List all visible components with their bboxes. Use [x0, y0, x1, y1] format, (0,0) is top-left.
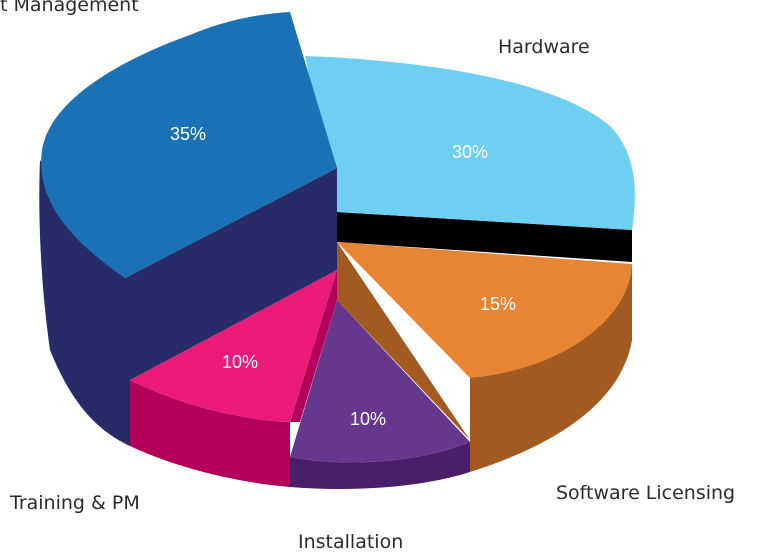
slice-hardware: 30% [305, 56, 635, 262]
legend-label-project-management: t Management [0, 0, 139, 16]
slice-project-management-top-face [41, 12, 338, 278]
legend-label-training-pm: Training & PM [10, 492, 140, 514]
slice-installation-side-face [290, 442, 470, 490]
slice-software-licensing-top-face [337, 242, 632, 378]
slice-project-management: 35% [39, 12, 338, 446]
slice-hardware-top-face [305, 56, 635, 230]
slice-training-pm-side-face [130, 380, 290, 487]
slice-installation-top-face [290, 300, 470, 463]
slice-training-pm-top-face [130, 270, 337, 422]
legend-label-software-licensing: Software Licensing [556, 482, 736, 504]
slice-software-licensing-side-face [337, 242, 632, 472]
slice-training-pm-value-label: 10% [222, 352, 258, 372]
slice-project-management-value-label: 35% [170, 124, 206, 144]
legend-label-installation: Installation [298, 531, 404, 553]
slice-hardware-side-face [337, 212, 632, 262]
slice-software-licensing-value-label: 15% [480, 294, 516, 314]
legend-label-hardware: Hardware [498, 36, 590, 58]
slice-hardware-value-label: 30% [452, 142, 488, 162]
slice-project-management-side-face [39, 160, 337, 446]
slice-installation: 10% [290, 300, 470, 490]
slice-installation-value-label: 10% [350, 409, 386, 429]
slice-software-licensing: 15% [337, 242, 632, 472]
slice-training-pm: 10% [130, 270, 337, 487]
